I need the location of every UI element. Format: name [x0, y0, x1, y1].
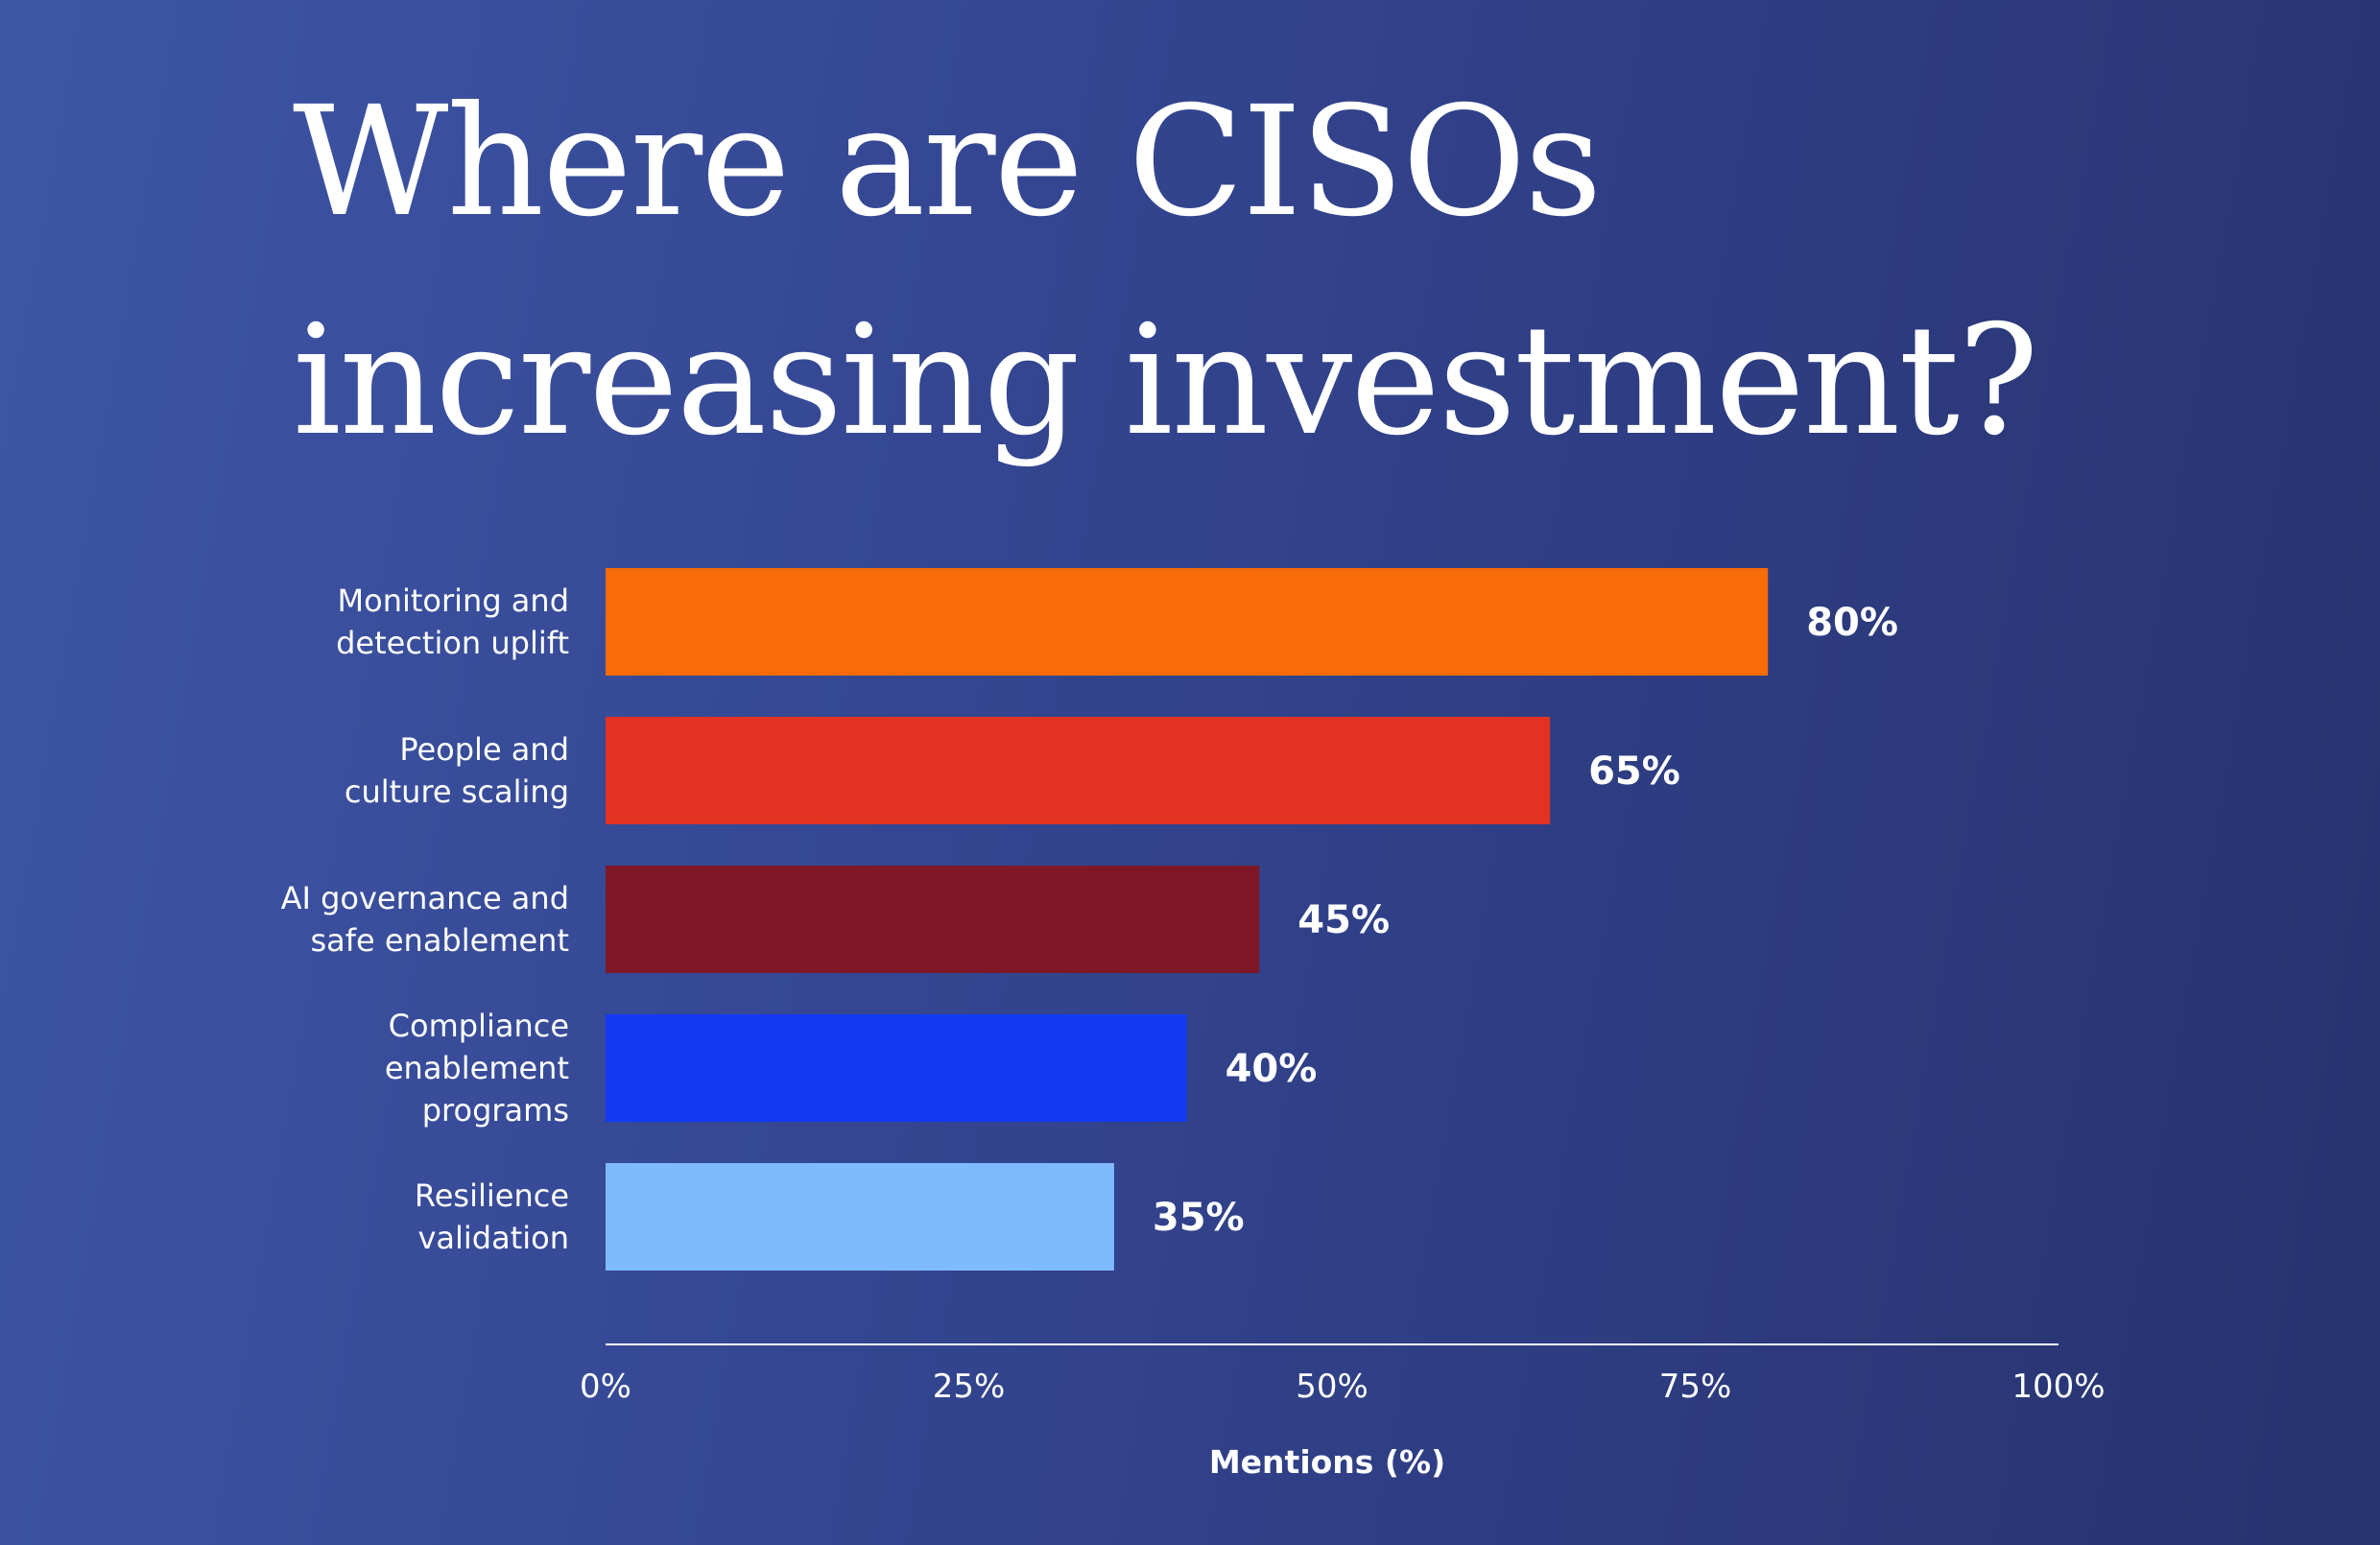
bar	[606, 866, 1260, 973]
x-tick-label: 75%	[1659, 1367, 1732, 1406]
chart-title-line-1: Where are CISOs	[293, 74, 1603, 250]
x-tick-label: 25%	[933, 1367, 1006, 1406]
x-tick-label: 50%	[1296, 1367, 1368, 1406]
bar	[606, 1163, 1114, 1271]
bar	[606, 1014, 1187, 1122]
x-axis-title: Mentions (%)	[1209, 1443, 1445, 1481]
category-label: Resilience validation	[415, 1177, 569, 1256]
chart-title-line-2: increasing investment?	[293, 293, 2039, 469]
category-label: Monitoring and detection uplift	[336, 582, 569, 661]
value-label: 65%	[1588, 749, 1680, 794]
x-tick-label: 0%	[580, 1367, 631, 1406]
category-label: AI governance and safe enablement	[281, 880, 569, 959]
value-label: 45%	[1297, 898, 1390, 942]
category-label: People and culture scaling	[345, 731, 569, 810]
value-label: 80%	[1806, 601, 1898, 645]
category-label: Compliance enablement programs	[385, 1008, 569, 1129]
value-label: 40%	[1226, 1047, 1318, 1091]
bar	[606, 717, 1551, 824]
chart-title: Where are CISOs increasing investment?	[293, 53, 2039, 490]
bar	[606, 568, 1769, 676]
x-tick-label: 100%	[2011, 1367, 2105, 1406]
value-label: 35%	[1153, 1196, 1245, 1240]
